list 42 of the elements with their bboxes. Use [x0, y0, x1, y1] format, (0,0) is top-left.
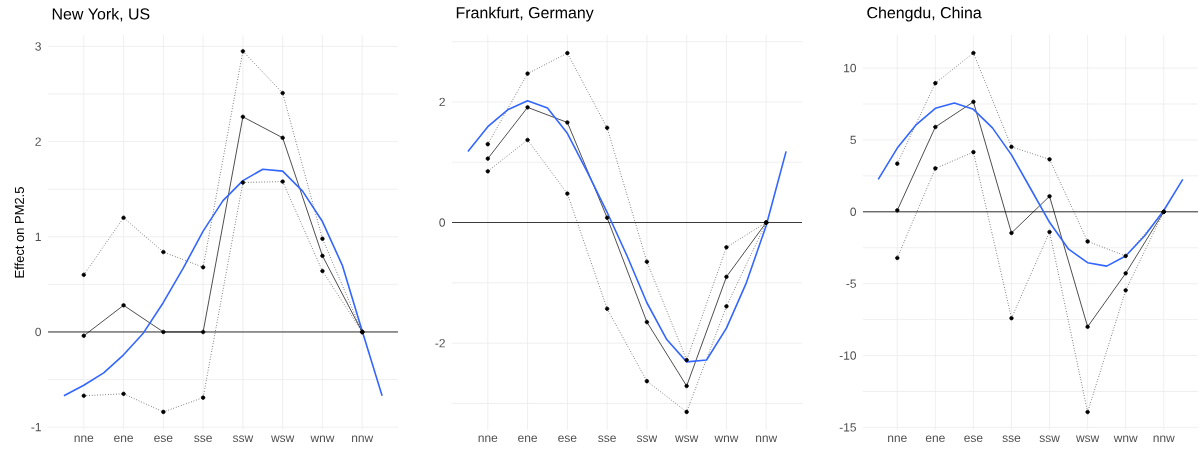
- y-axis-title: Effect on PM2.5: [14, 187, 25, 278]
- y-tick-label: 10: [844, 63, 857, 73]
- x-tick-label: nne: [478, 435, 498, 443]
- y-tick-label: 0: [439, 218, 446, 227]
- x-tick-label: ese: [154, 435, 173, 443]
- x-tick-label: ssw: [1039, 435, 1060, 443]
- x-tick-label: ssw: [636, 435, 658, 443]
- y-tick-label: 0: [35, 327, 42, 337]
- x-tick-label: wsw: [675, 435, 699, 443]
- y-tick-label: 1: [35, 232, 41, 241]
- y-tick-label: -5: [846, 279, 856, 288]
- x-tick-label: ene: [925, 435, 945, 443]
- chart-title: New York, US: [52, 7, 150, 22]
- y-tick-label: -10: [839, 351, 857, 360]
- x-tick-label: wnw: [714, 435, 739, 442]
- x-tick-label: ese: [558, 435, 577, 443]
- x-tick-label: sse: [598, 435, 616, 443]
- y-tick-label: -15: [839, 423, 856, 432]
- y-tick-label: -2: [435, 338, 445, 348]
- y-tick-label: 0: [850, 207, 857, 217]
- x-tick-label: nnw: [352, 435, 374, 442]
- x-tick-label: wsw: [1075, 435, 1100, 443]
- x-tick-label: sse: [1002, 435, 1021, 443]
- x-tick-label: ese: [964, 435, 983, 443]
- chart-title: Frankfurt, Germany: [456, 6, 594, 22]
- x-tick-label: ene: [114, 435, 133, 443]
- x-tick-label: sse: [194, 435, 212, 443]
- x-tick-label: nne: [888, 435, 907, 443]
- y-tick-label: 3: [35, 42, 41, 51]
- x-tick-label: wnw: [310, 435, 335, 442]
- x-tick-label: ssw: [232, 435, 254, 443]
- x-tick-label: nnw: [756, 435, 778, 442]
- chart-title: Chengdu, China: [867, 6, 982, 22]
- x-tick-label: wsw: [271, 435, 295, 443]
- y-tick-label: 2: [35, 137, 41, 146]
- x-tick-label: ene: [518, 435, 537, 443]
- x-tick-label: nne: [74, 435, 94, 443]
- y-tick-label: -1: [31, 423, 41, 432]
- x-tick-label: wnw: [1113, 435, 1138, 442]
- x-tick-label: nnw: [1153, 435, 1175, 442]
- y-tick-label: 2: [439, 97, 445, 107]
- y-tick-label: 5: [850, 135, 856, 145]
